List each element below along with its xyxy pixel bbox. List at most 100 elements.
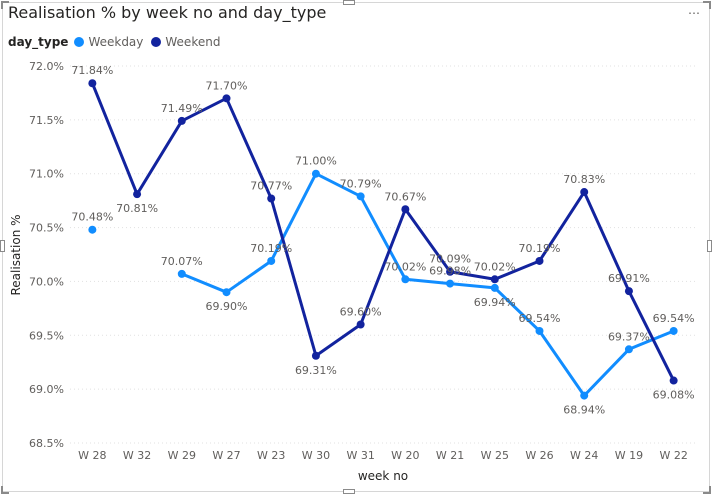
data-point-weekend[interactable] <box>267 194 276 203</box>
data-label-weekday: 69.37% <box>608 330 650 343</box>
data-label-weekday: 69.54% <box>653 312 695 325</box>
data-label-weekend: 69.60% <box>340 306 382 319</box>
data-point-weekday[interactable] <box>580 391 589 400</box>
data-label-weekday: 70.07% <box>161 255 203 268</box>
x-tick-label: W 25 <box>481 449 509 462</box>
x-tick-label: W 24 <box>570 449 598 462</box>
data-point-weekend[interactable] <box>133 190 142 199</box>
resize-handle-top-left[interactable] <box>1 1 9 9</box>
resize-handle-bottom-right[interactable] <box>703 486 711 494</box>
data-point-weekend[interactable] <box>222 94 231 103</box>
data-point-weekend[interactable] <box>535 256 544 265</box>
data-point-weekday[interactable] <box>222 288 231 297</box>
x-tick-label: W 28 <box>78 449 106 462</box>
data-point-weekday[interactable] <box>669 326 678 335</box>
resize-handle-right[interactable] <box>707 240 712 252</box>
legend-marker-weekend <box>151 37 162 47</box>
data-label-weekday: 69.94% <box>474 296 516 309</box>
y-axis-title: Realisation % <box>9 214 23 295</box>
data-label-weekend: 70.02% <box>474 260 516 273</box>
data-label-weekend: 70.67% <box>384 190 426 203</box>
y-tick-label: 72.0% <box>29 60 64 73</box>
x-tick-label: W 21 <box>436 449 464 462</box>
x-tick-label: W 26 <box>525 449 553 462</box>
data-label-weekday: 70.19% <box>250 242 292 255</box>
x-tick-label: W 29 <box>168 449 196 462</box>
resize-handle-top[interactable] <box>343 0 355 5</box>
data-point-weekday[interactable] <box>446 279 455 288</box>
legend-marker-weekday <box>74 37 85 47</box>
data-point-weekend[interactable] <box>446 267 455 276</box>
legend-item-weekday[interactable]: Weekday <box>74 35 143 49</box>
y-tick-label: 69.0% <box>29 383 64 396</box>
data-label-weekend: 71.84% <box>71 64 113 77</box>
data-label-weekday: 68.94% <box>563 404 605 417</box>
y-tick-label: 71.0% <box>29 168 64 181</box>
y-tick-label: 70.5% <box>29 222 64 235</box>
data-label-weekday: 70.02% <box>384 260 426 273</box>
data-label-weekend: 69.91% <box>608 272 650 285</box>
x-tick-label: W 19 <box>615 449 643 462</box>
data-point-weekday[interactable] <box>401 275 410 284</box>
legend-title: day_type <box>8 35 69 49</box>
more-options-icon[interactable]: … <box>688 3 701 17</box>
data-point-weekend[interactable] <box>624 287 633 296</box>
y-tick-label: 69.5% <box>29 329 64 342</box>
data-point-weekday[interactable] <box>490 283 499 292</box>
data-label-weekend: 70.09% <box>429 253 471 266</box>
data-point-weekday[interactable] <box>624 345 633 354</box>
resize-handle-top-right[interactable] <box>703 1 711 9</box>
data-label-weekend: 71.70% <box>206 79 248 92</box>
data-point-weekday[interactable] <box>356 192 365 201</box>
data-point-weekday[interactable] <box>177 269 186 278</box>
x-tick-label: W 27 <box>212 449 240 462</box>
series-line-weekend <box>90 82 675 382</box>
x-tick-label: W 22 <box>659 449 687 462</box>
data-label-weekday: 69.54% <box>519 312 561 325</box>
resize-handle-bottom[interactable] <box>343 489 355 494</box>
data-point-weekend[interactable] <box>88 79 97 88</box>
data-label-weekday: 69.90% <box>206 300 248 313</box>
series-line-weekday <box>181 172 675 398</box>
x-tick-label: W 32 <box>123 449 151 462</box>
resize-handle-bottom-left[interactable] <box>1 486 9 494</box>
data-label-weekend: 70.83% <box>563 173 605 186</box>
data-label-weekend: 69.31% <box>295 364 337 377</box>
data-point-weekday[interactable] <box>311 169 320 178</box>
x-axis-title: week no <box>358 469 408 483</box>
resize-handle-left[interactable] <box>0 240 5 252</box>
legend-item-weekend[interactable]: Weekend <box>151 35 220 49</box>
data-label-weekend: 70.77% <box>250 179 292 192</box>
data-point-weekend[interactable] <box>311 351 320 360</box>
data-label-weekend: 70.19% <box>519 242 561 255</box>
legend: day_type Weekday Weekend <box>8 35 228 49</box>
x-tick-label: W 23 <box>257 449 285 462</box>
y-tick-label: 68.5% <box>29 437 64 450</box>
data-point-weekday[interactable] <box>88 225 97 234</box>
data-point-weekend[interactable] <box>490 275 499 284</box>
legend-label-weekday: Weekday <box>88 35 144 49</box>
data-point-weekend[interactable] <box>177 116 186 125</box>
data-point-weekend[interactable] <box>356 320 365 329</box>
data-label-weekday: 71.00% <box>295 155 337 168</box>
chart-visual[interactable] <box>2 2 710 492</box>
data-point-weekend[interactable] <box>669 376 678 385</box>
x-tick-label: W 31 <box>346 449 374 462</box>
data-point-weekend[interactable] <box>580 188 589 197</box>
y-tick-label: 71.5% <box>29 114 64 127</box>
data-point-weekend[interactable] <box>401 205 410 214</box>
data-point-weekday[interactable] <box>535 326 544 335</box>
x-tick-label: W 20 <box>391 449 419 462</box>
x-tick-label: W 30 <box>302 449 330 462</box>
data-point-weekday[interactable] <box>267 256 276 265</box>
legend-label-weekend: Weekend <box>165 35 221 49</box>
chart-title: Realisation % by week no and day_type <box>8 3 327 22</box>
data-label-weekday: 70.79% <box>340 177 382 190</box>
y-tick-label: 70.0% <box>29 275 64 288</box>
data-label-weekday: 69.98% <box>429 265 471 278</box>
data-label-weekend: 71.49% <box>161 102 203 115</box>
data-label-weekend: 70.81% <box>116 202 158 215</box>
data-label-weekday: 70.48% <box>71 211 113 224</box>
data-label-weekend: 69.08% <box>653 389 695 402</box>
